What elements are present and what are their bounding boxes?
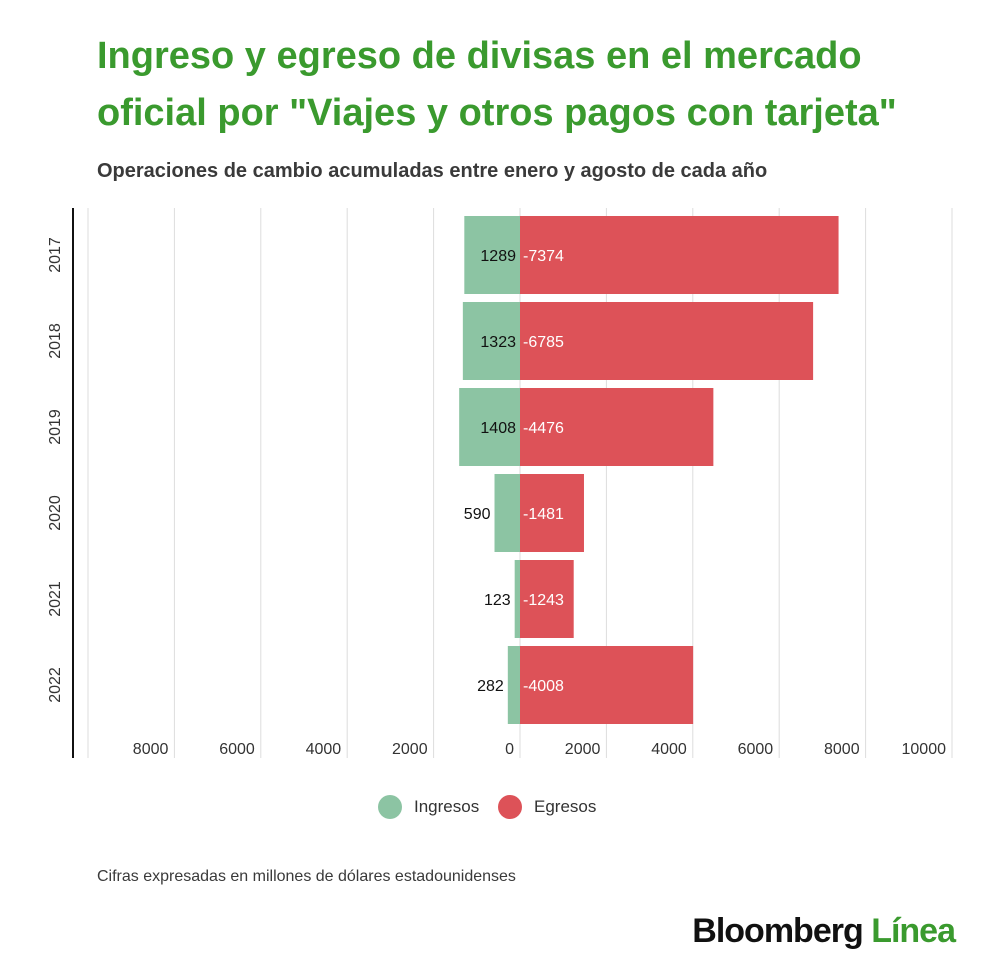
category-label: 2018 bbox=[47, 323, 64, 359]
category-label: 2019 bbox=[47, 409, 64, 445]
bar-egresos bbox=[520, 646, 694, 724]
data-label-ingresos: 590 bbox=[464, 506, 491, 523]
data-label-egresos: -6785 bbox=[523, 334, 564, 351]
bar-egresos bbox=[520, 388, 714, 466]
legend-label-egresos: Egresos bbox=[534, 797, 597, 816]
x-tick-label: 6000 bbox=[219, 741, 255, 758]
data-label-egresos: -1243 bbox=[523, 592, 564, 609]
data-label-ingresos: 1323 bbox=[480, 334, 516, 351]
brand-suffix: Línea bbox=[871, 912, 956, 950]
category-label: 2021 bbox=[47, 581, 64, 617]
category-label: 2017 bbox=[47, 237, 64, 273]
x-tick-label: 6000 bbox=[738, 741, 774, 758]
bar-egresos bbox=[520, 474, 584, 552]
bar-egresos bbox=[520, 216, 839, 294]
data-label-ingresos: 1289 bbox=[480, 248, 516, 265]
x-tick-label: 4000 bbox=[651, 741, 687, 758]
chart-title: Ingreso y egreso de divisas en el mercad… bbox=[97, 35, 897, 134]
x-tick-label: 2000 bbox=[392, 741, 428, 758]
data-label-ingresos: 1408 bbox=[480, 420, 516, 437]
x-tick-label: 10000 bbox=[902, 741, 947, 758]
legend: Ingresos Egresos bbox=[0, 792, 1000, 822]
x-tick-label: 8000 bbox=[824, 741, 860, 758]
footnote: Cifras expresadas en millones de dólares… bbox=[97, 868, 516, 885]
category-label: 2022 bbox=[47, 667, 64, 703]
brand-logo: Bloomberg Línea bbox=[692, 912, 956, 951]
data-label-ingresos: 282 bbox=[477, 678, 504, 695]
chart-subtitle: Operaciones de cambio acumuladas entre e… bbox=[97, 160, 768, 182]
brand-name: Bloomberg bbox=[692, 912, 863, 950]
bar-ingresos bbox=[514, 560, 520, 638]
data-label-egresos: -4476 bbox=[523, 420, 564, 437]
x-tick-label: 4000 bbox=[306, 741, 342, 758]
bar-egresos bbox=[520, 302, 814, 380]
x-tick-label: 8000 bbox=[133, 741, 169, 758]
data-label-egresos: -1481 bbox=[523, 506, 564, 523]
legend-swatch-egresos bbox=[498, 795, 522, 819]
data-label-egresos: -4008 bbox=[523, 678, 564, 695]
legend-item-ingresos: Ingresos bbox=[378, 792, 479, 822]
x-tick-label: 2000 bbox=[565, 741, 601, 758]
data-label-ingresos: 123 bbox=[484, 592, 511, 609]
legend-swatch-ingresos bbox=[378, 795, 402, 819]
bar-ingresos bbox=[464, 216, 520, 294]
x-tick-label: 0 bbox=[505, 741, 514, 758]
bar-ingresos bbox=[462, 302, 520, 380]
bar-ingresos bbox=[494, 474, 520, 552]
data-label-egresos: -7374 bbox=[523, 248, 564, 265]
legend-item-egresos: Egresos bbox=[498, 792, 596, 822]
bar-ingresos bbox=[459, 388, 520, 466]
bar-egresos bbox=[520, 560, 574, 638]
diverging-bar-chart: 2017 1289 -7374 2018 1323 -6785 2019 1408 -4476 2… bbox=[47, 208, 953, 758]
bar-ingresos bbox=[507, 646, 520, 724]
category-label: 2020 bbox=[47, 495, 64, 531]
legend-label-ingresos: Ingresos bbox=[414, 797, 480, 816]
